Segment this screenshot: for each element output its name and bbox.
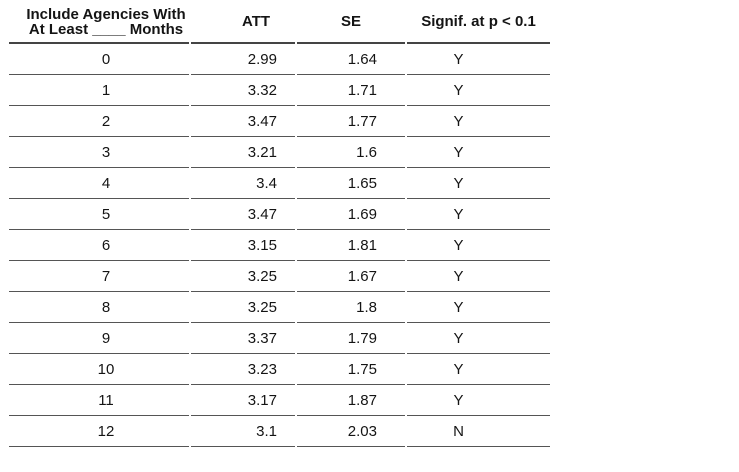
- cell-att: 2.99: [191, 44, 295, 75]
- cell-att: 3.25: [191, 292, 295, 323]
- cell-att: 3.1: [191, 416, 295, 447]
- table-body: 0 2.99 1.64 Y 1 3.32 1.71 Y 2 3.47 1.77 …: [9, 44, 550, 447]
- cell-signif: Y: [407, 75, 550, 106]
- cell-signif: Y: [407, 106, 550, 137]
- cell-se: 2.03: [297, 416, 405, 447]
- cell-att: 3.23: [191, 354, 295, 385]
- table-row: 5 3.47 1.69 Y: [9, 199, 550, 230]
- table-row: 9 3.37 1.79 Y: [9, 323, 550, 354]
- cell-months: 11: [9, 385, 189, 416]
- cell-signif: Y: [407, 230, 550, 261]
- cell-signif: Y: [407, 199, 550, 230]
- cell-se: 1.65: [297, 168, 405, 199]
- cell-months: 6: [9, 230, 189, 261]
- cell-se: 1.6: [297, 137, 405, 168]
- col-header-months-line1: Include Agencies With: [26, 5, 186, 23]
- cell-se: 1.71: [297, 75, 405, 106]
- cell-months: 3: [9, 137, 189, 168]
- col-header-se: SE: [297, 1, 405, 44]
- cell-months: 1: [9, 75, 189, 106]
- cell-se: 1.64: [297, 44, 405, 75]
- cell-att: 3.25: [191, 261, 295, 292]
- table-row: 7 3.25 1.67 Y: [9, 261, 550, 292]
- cell-se: 1.81: [297, 230, 405, 261]
- table-row: 3 3.21 1.6 Y: [9, 137, 550, 168]
- cell-signif: Y: [407, 385, 550, 416]
- cell-att: 3.32: [191, 75, 295, 106]
- table-row: 10 3.23 1.75 Y: [9, 354, 550, 385]
- table-row: 8 3.25 1.8 Y: [9, 292, 550, 323]
- table-row: 6 3.15 1.81 Y: [9, 230, 550, 261]
- table-row: 0 2.99 1.64 Y: [9, 44, 550, 75]
- cell-months: 0: [9, 44, 189, 75]
- cell-signif: Y: [407, 323, 550, 354]
- cell-att: 3.47: [191, 106, 295, 137]
- cell-se: 1.87: [297, 385, 405, 416]
- results-table-container: Include Agencies With At Least ____ Mont…: [7, 1, 552, 447]
- cell-se: 1.77: [297, 106, 405, 137]
- cell-se: 1.8: [297, 292, 405, 323]
- cell-months: 12: [9, 416, 189, 447]
- cell-att: 3.47: [191, 199, 295, 230]
- cell-signif: Y: [407, 354, 550, 385]
- cell-months: 2: [9, 106, 189, 137]
- cell-signif: Y: [407, 261, 550, 292]
- table-row: 4 3.4 1.65 Y: [9, 168, 550, 199]
- results-table: Include Agencies With At Least ____ Mont…: [7, 1, 552, 447]
- cell-signif: Y: [407, 137, 550, 168]
- cell-months: 4: [9, 168, 189, 199]
- cell-months: 5: [9, 199, 189, 230]
- cell-months: 8: [9, 292, 189, 323]
- table-row: 1 3.32 1.71 Y: [9, 75, 550, 106]
- table-row: 2 3.47 1.77 Y: [9, 106, 550, 137]
- cell-se: 1.75: [297, 354, 405, 385]
- header-row: Include Agencies With At Least ____ Mont…: [9, 1, 550, 44]
- cell-att: 3.4: [191, 168, 295, 199]
- cell-signif: N: [407, 416, 550, 447]
- col-header-months: Include Agencies With At Least ____ Mont…: [9, 1, 189, 44]
- col-header-att: ATT: [191, 1, 295, 44]
- cell-att: 3.37: [191, 323, 295, 354]
- cell-signif: Y: [407, 168, 550, 199]
- cell-att: 3.17: [191, 385, 295, 416]
- cell-att: 3.21: [191, 137, 295, 168]
- cell-att: 3.15: [191, 230, 295, 261]
- col-header-signif: Signif. at p < 0.1: [407, 1, 550, 44]
- cell-months: 9: [9, 323, 189, 354]
- cell-months: 10: [9, 354, 189, 385]
- col-header-months-line2: At Least ____ Months: [28, 20, 184, 38]
- table-row: 12 3.1 2.03 N: [9, 416, 550, 447]
- cell-signif: Y: [407, 44, 550, 75]
- cell-se: 1.79: [297, 323, 405, 354]
- table-row: 11 3.17 1.87 Y: [9, 385, 550, 416]
- cell-se: 1.69: [297, 199, 405, 230]
- cell-months: 7: [9, 261, 189, 292]
- cell-signif: Y: [407, 292, 550, 323]
- cell-se: 1.67: [297, 261, 405, 292]
